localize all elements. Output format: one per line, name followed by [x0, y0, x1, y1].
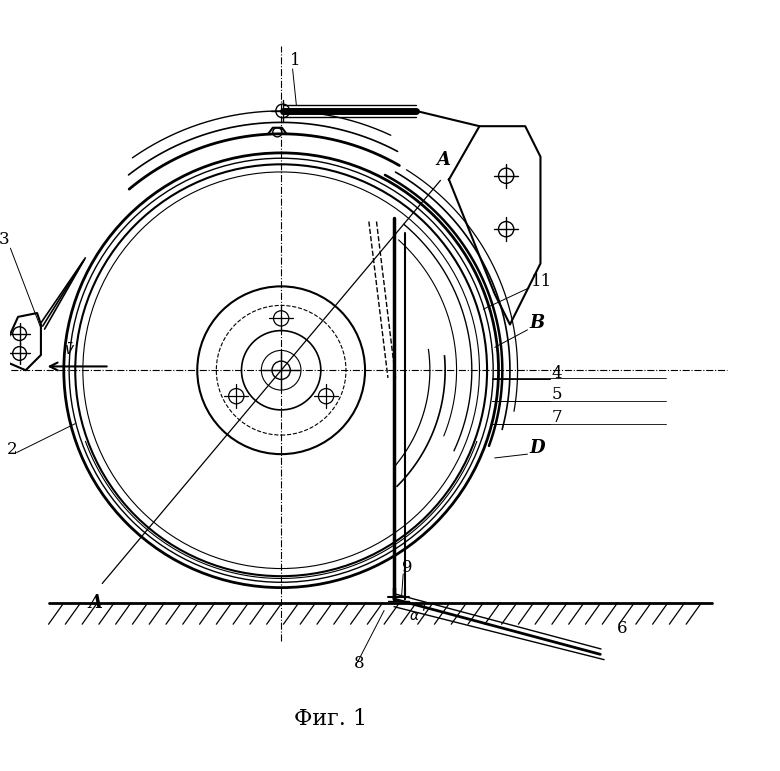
Text: 1: 1: [290, 52, 301, 69]
Text: 8: 8: [353, 655, 364, 672]
Text: 4: 4: [552, 365, 562, 382]
Text: 9: 9: [402, 559, 412, 577]
Text: B: B: [529, 315, 544, 332]
Text: A: A: [88, 594, 102, 612]
Polygon shape: [449, 126, 541, 325]
Text: $\alpha$: $\alpha$: [410, 608, 420, 623]
Text: 5: 5: [552, 386, 562, 403]
Text: 3: 3: [0, 231, 9, 248]
Text: 6: 6: [617, 621, 627, 638]
Text: Фиг. 1: Фиг. 1: [294, 708, 367, 730]
Text: D: D: [529, 439, 544, 456]
Text: A: A: [437, 151, 451, 169]
Text: 2: 2: [6, 441, 17, 458]
Text: 7: 7: [552, 409, 562, 426]
Text: $\bar{v}$: $\bar{v}$: [64, 342, 75, 358]
Text: 11: 11: [530, 274, 551, 291]
Polygon shape: [0, 313, 41, 370]
